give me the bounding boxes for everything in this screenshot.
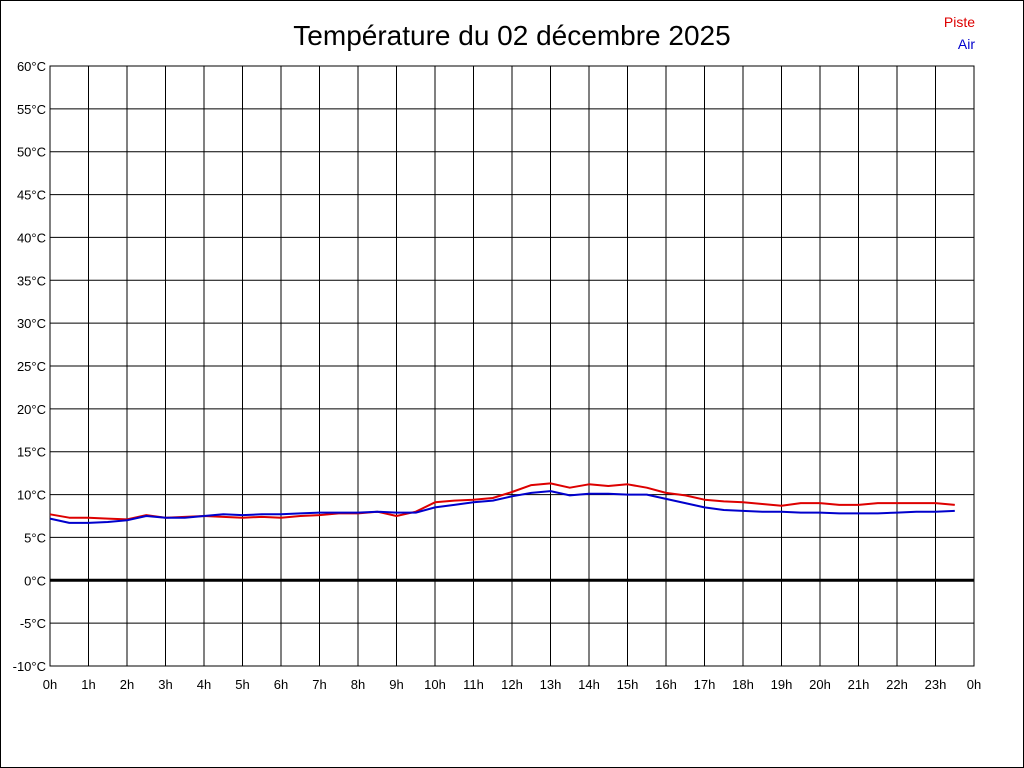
x-tick-label: 20h bbox=[809, 677, 831, 692]
y-tick-label: 10°C bbox=[17, 488, 46, 503]
x-tick-label: 11h bbox=[463, 677, 484, 692]
series-line-piste bbox=[49, 482, 955, 521]
y-tick-label: 55°C bbox=[17, 102, 46, 117]
y-tick-label: 45°C bbox=[17, 188, 46, 203]
chart-title: Température du 02 décembre 2025 bbox=[293, 20, 730, 51]
x-tick-label: 21h bbox=[848, 677, 870, 692]
x-tick-label: 14h bbox=[578, 677, 600, 692]
legend-item-piste: Piste bbox=[944, 14, 975, 30]
y-tick-label: 15°C bbox=[17, 445, 46, 460]
x-tick-label: 4h bbox=[197, 677, 211, 692]
y-tick-label: 40°C bbox=[17, 230, 46, 245]
x-tick-label: 5h bbox=[235, 677, 249, 692]
x-tick-label: 0h bbox=[43, 677, 57, 692]
x-tick-label: 9h bbox=[389, 677, 403, 692]
grid-layer bbox=[49, 65, 975, 667]
legend: Piste Air bbox=[944, 14, 975, 52]
y-tick-label: 5°C bbox=[24, 530, 46, 545]
series-layer bbox=[49, 482, 955, 524]
x-tick-label: 13h bbox=[540, 677, 562, 692]
y-tick-label: -5°C bbox=[20, 616, 46, 631]
x-tick-label: 0h bbox=[967, 677, 981, 692]
x-tick-label: 18h bbox=[732, 677, 754, 692]
x-tick-label: 16h bbox=[655, 677, 677, 692]
y-tick-label: 30°C bbox=[17, 316, 46, 331]
legend-item-air: Air bbox=[958, 36, 975, 52]
x-tick-label: 15h bbox=[617, 677, 639, 692]
y-tick-label: 0°C bbox=[24, 573, 46, 588]
y-tick-label: 25°C bbox=[17, 359, 46, 374]
x-tick-label: 8h bbox=[351, 677, 365, 692]
y-tick-label: 20°C bbox=[17, 402, 46, 417]
x-tick-label: 19h bbox=[771, 677, 793, 692]
x-tick-label: 23h bbox=[925, 677, 947, 692]
plot-border bbox=[49, 65, 975, 667]
x-tick-label: 6h bbox=[274, 677, 288, 692]
x-tick-label: 12h bbox=[501, 677, 523, 692]
x-tick-label: 1h bbox=[81, 677, 95, 692]
x-tick-label: 17h bbox=[694, 677, 716, 692]
y-tick-label: -10°C bbox=[13, 659, 46, 674]
x-tick-label: 2h bbox=[120, 677, 134, 692]
series-line-air bbox=[49, 490, 955, 524]
x-tick-label: 22h bbox=[886, 677, 908, 692]
x-tick-label: 10h bbox=[424, 677, 446, 692]
x-tick-label: 7h bbox=[312, 677, 326, 692]
y-tick-label: 50°C bbox=[17, 145, 46, 160]
y-tick-label: 35°C bbox=[17, 273, 46, 288]
y-tick-label: 60°C bbox=[17, 59, 46, 74]
x-tick-label: 3h bbox=[158, 677, 172, 692]
axis-labels: 60°C 55°C 50°C 45°C 40°C 35°C 30°C 25°C 20°C 15°C… bbox=[13, 59, 982, 692]
